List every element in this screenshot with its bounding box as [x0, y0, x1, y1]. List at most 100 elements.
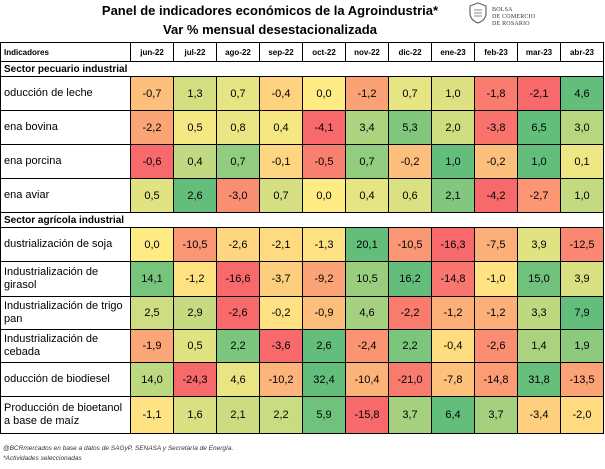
value-cell: 0,0 — [302, 76, 346, 111]
value-cell: 16,2 — [388, 261, 432, 297]
value-cell: 3,7 — [388, 396, 432, 434]
row-label: ena porcina — [0, 144, 131, 179]
value-cell: 1,9 — [560, 329, 604, 363]
value-cell: -0,4 — [431, 329, 475, 363]
header: Panel de indicadores económicos de la Ag… — [0, 0, 605, 42]
value-cell: 3,9 — [560, 261, 604, 297]
table-header-row: Indicadores jun-22 jul-22 ago-22 sep-22 oct-… — [0, 42, 604, 62]
value-cell: 1,0 — [517, 144, 561, 179]
value-cell: -2,6 — [474, 329, 518, 363]
section-title: Sector agrícola industrial — [0, 212, 604, 228]
value-cell: -4,1 — [302, 110, 346, 145]
value-cell: -0,9 — [302, 296, 346, 330]
value-cell: -3,8 — [474, 110, 518, 145]
value-cell: 0,5 — [130, 178, 174, 213]
value-cell: 14,0 — [130, 362, 174, 397]
value-cell: 0,8 — [216, 110, 260, 145]
value-cell: -14,8 — [474, 362, 518, 397]
value-cell: 2,6 — [173, 178, 217, 213]
value-cell: 1,0 — [560, 178, 604, 213]
value-cell: 3,7 — [474, 396, 518, 434]
value-cell: -0,1 — [259, 144, 303, 179]
panel-title: Panel de indicadores económicos de la Ag… — [101, 3, 439, 18]
value-cell: -2,4 — [345, 329, 389, 363]
value-cell: 1,0 — [431, 76, 475, 111]
value-cell: 31,8 — [517, 362, 561, 397]
value-cell: 5,9 — [302, 396, 346, 434]
row-label: Industrialización de girasol — [0, 261, 131, 297]
value-cell: -0,5 — [302, 144, 346, 179]
value-cell: 0,7 — [388, 76, 432, 111]
value-cell: -0,4 — [259, 76, 303, 111]
selection-footnote: *Actividades seleccionadas — [3, 455, 82, 462]
row-label: ena bovina — [0, 110, 131, 145]
value-cell: 3,0 — [560, 110, 604, 145]
value-cell: -12,5 — [560, 227, 604, 262]
value-cell: 2,6 — [302, 329, 346, 363]
source-footnote: @BCRmercados en base a datos de SAGyP, S… — [3, 445, 234, 452]
value-cell: -10,2 — [259, 362, 303, 397]
month-header: sep-22 — [259, 42, 303, 62]
value-cell: 0,7 — [216, 144, 260, 179]
value-cell: -16,3 — [431, 227, 475, 262]
indicators-table: Indicadores jun-22 jul-22 ago-22 sep-22 oct-… — [0, 42, 604, 434]
row-label: Industrialización de trigo pan — [0, 296, 131, 330]
month-header: jun-22 — [130, 42, 174, 62]
month-header: nov-22 — [345, 42, 389, 62]
value-cell: -13,5 — [560, 362, 604, 397]
table-row: dustrialización de soja 0,0 -10,5 -2,6 -2,1-… — [0, 227, 604, 262]
section-row: Sector agrícola industrial — [0, 212, 604, 228]
value-cell: -0,2 — [259, 296, 303, 330]
value-cell: -2,0 — [560, 396, 604, 434]
section-row: Sector pecuario industrial — [0, 61, 604, 77]
value-cell: 2,1 — [216, 396, 260, 434]
value-cell: -10,4 — [345, 362, 389, 397]
value-cell: 0,7 — [259, 178, 303, 213]
table-row: Producción de bioetanol a base de maíz -1… — [0, 396, 604, 434]
value-cell: 15,0 — [517, 261, 561, 297]
value-cell: -0,7 — [130, 76, 174, 111]
value-cell: -2,2 — [388, 296, 432, 330]
bcr-seal-icon — [469, 2, 487, 24]
value-cell: -4,2 — [474, 178, 518, 213]
value-cell: 5,3 — [388, 110, 432, 145]
value-cell: 2,2 — [216, 329, 260, 363]
logo-text: BOLSA DE COMERCIO DE ROSARIO — [492, 7, 536, 27]
value-cell: 1,4 — [517, 329, 561, 363]
value-cell: -10,5 — [173, 227, 217, 262]
value-cell: -2,1 — [517, 76, 561, 111]
value-cell: 0,7 — [216, 76, 260, 111]
value-cell: 4,6 — [560, 76, 604, 111]
value-cell: 0,1 — [560, 144, 604, 179]
value-cell: -2,6 — [216, 227, 260, 262]
value-cell: -14,8 — [431, 261, 475, 297]
value-cell: 6,5 — [517, 110, 561, 145]
value-cell: 0,6 — [388, 178, 432, 213]
value-cell: -7,8 — [431, 362, 475, 397]
value-cell: -0,2 — [474, 144, 518, 179]
value-cell: -3,0 — [216, 178, 260, 213]
value-cell: -24,3 — [173, 362, 217, 397]
value-cell: 3,9 — [517, 227, 561, 262]
value-cell: 2,0 — [431, 110, 475, 145]
header-indicadores: Indicadores — [0, 42, 131, 62]
value-cell: -1,1 — [130, 396, 174, 434]
table-row: oducción de leche -0,7 1,3 0,7 -0,4 0,0 -1,2 0,… — [0, 76, 604, 111]
month-header: dic-22 — [388, 42, 432, 62]
value-cell: -0,6 — [130, 144, 174, 179]
section-title: Sector pecuario industrial — [0, 61, 604, 77]
value-cell: -1,9 — [130, 329, 174, 363]
value-cell: 1,6 — [173, 396, 217, 434]
value-cell: -1,2 — [474, 296, 518, 330]
value-cell: 3,3 — [517, 296, 561, 330]
value-cell: -3,4 — [517, 396, 561, 434]
value-cell: -21,0 — [388, 362, 432, 397]
value-cell: 1,3 — [173, 76, 217, 111]
bcr-logo: BOLSA DE COMERCIO DE ROSARIO — [468, 2, 598, 32]
table-row: ena aviar 0,5 2,6 -3,0 0,7 0,0 0,4 0,6 2,1 -4,2 -2… — [0, 178, 604, 213]
row-label: dustrialización de soja — [0, 227, 131, 262]
row-label: ena aviar — [0, 178, 131, 213]
value-cell: 2,2 — [259, 396, 303, 434]
value-cell: 0,4 — [345, 178, 389, 213]
value-cell: -2,7 — [517, 178, 561, 213]
